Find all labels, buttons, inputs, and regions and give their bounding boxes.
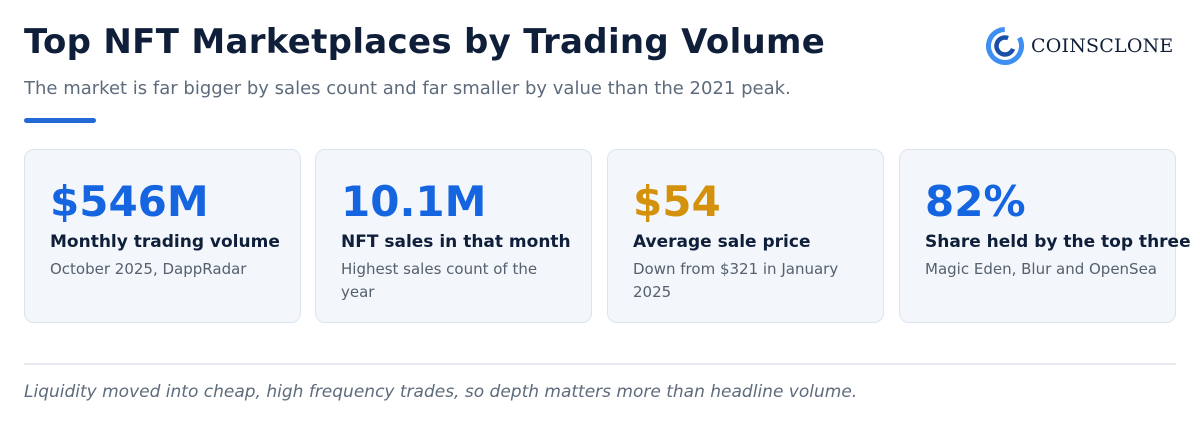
stat-card-trading-volume: $546M Monthly trading volume October 202… <box>24 149 301 323</box>
page-title: Top NFT Marketplaces by Trading Volume <box>24 22 826 62</box>
logo-wordmark: COINSCLONE <box>1031 35 1174 57</box>
stat-label: Share held by the top three <box>925 232 1191 252</box>
stat-label: Average sale price <box>633 232 811 252</box>
page-subtitle: The market is far bigger by sales count … <box>24 78 791 99</box>
stat-cards: $546M Monthly trading volume October 202… <box>24 149 1191 324</box>
title-accent-bar <box>24 118 96 123</box>
footnote: Liquidity moved into cheap, high frequen… <box>24 382 858 402</box>
coinsclone-logo-icon <box>986 27 1024 65</box>
stat-card-average-price: $54 Average sale price Down from $321 in… <box>607 149 884 323</box>
section-divider <box>24 363 1176 365</box>
stat-note: Down from $321 in January 2025 <box>633 260 839 301</box>
stat-label: NFT sales in that month <box>341 232 571 252</box>
stat-label: Monthly trading volume <box>50 232 280 252</box>
stat-value: $54 <box>633 177 721 226</box>
stat-note: October 2025, DappRadar <box>50 260 247 278</box>
stat-value: 10.1M <box>341 177 487 226</box>
stat-card-nft-sales: 10.1M NFT sales in that month Highest sa… <box>315 149 592 323</box>
stat-note: Highest sales count of the year <box>341 260 538 301</box>
stat-value: 82% <box>925 177 1026 226</box>
stat-value: $546M <box>50 177 209 226</box>
stat-note: Magic Eden, Blur and OpenSea <box>925 260 1158 278</box>
stat-card-top-three-share: 82% Share held by the top three Magic Ed… <box>899 149 1191 323</box>
coinsclone-logo: COINSCLONE <box>985 25 1174 67</box>
